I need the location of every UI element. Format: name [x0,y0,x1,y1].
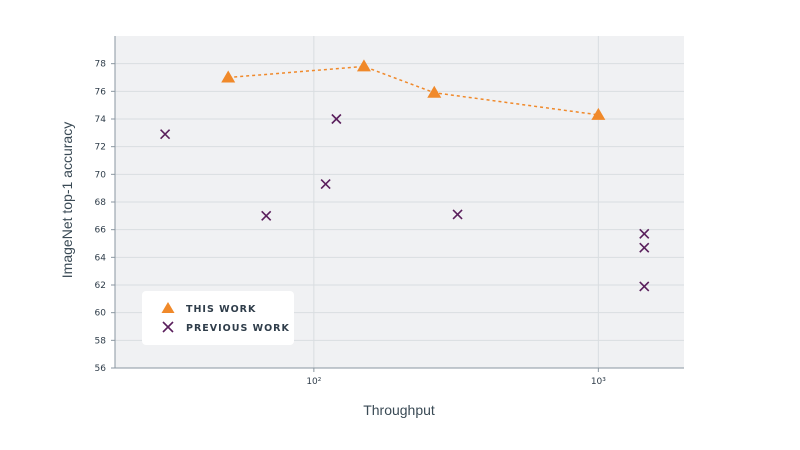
legend-label-previous-work: PREVIOUS WORK [186,323,290,334]
y-tick-label: 66 [95,226,107,236]
series-line [228,65,599,116]
data-point-x [261,210,272,221]
y-tick-label: 70 [95,170,107,180]
data-point-triangle [356,59,371,72]
legend-triangle-icon [161,302,175,313]
x-tick-label: 10² [306,377,321,387]
series-this-work [221,59,606,120]
y-tick-label: 60 [95,309,107,319]
y-tick-labels: 56 58 60 62 64 66 68 70 72 74 76 78 [95,60,115,374]
data-point-triangle [427,85,442,98]
data-point-x [160,129,171,140]
y-tick-label: 76 [95,87,107,97]
data-point-x [331,113,342,125]
y-axis-title: ImageNet top-1 accuracy [59,122,75,278]
x-tick-labels: 10² 10³ [306,368,606,387]
data-point-x [639,242,650,253]
x-axis-title: Throughput [363,402,435,418]
legend-label-this-work: THIS WORK [186,304,256,315]
y-tick-label: 68 [95,198,107,208]
y-tick-label: 62 [95,281,106,291]
series-previous-work [160,113,650,292]
data-point-x [639,281,650,292]
legend-x-icon [162,321,174,333]
data-point-x [639,228,650,239]
data-point-triangle [221,70,236,83]
legend: THIS WORK PREVIOUS WORK [142,291,294,345]
data-point-triangle [591,107,606,120]
x-tick-label: 10³ [591,377,606,387]
data-point-x [320,178,331,190]
y-tick-label: 72 [95,143,106,153]
y-tick-label: 74 [95,115,107,125]
series-layer [160,59,650,292]
y-tick-label: 56 [95,364,107,374]
data-point-x [452,209,463,220]
y-tick-label: 78 [95,60,107,70]
legend-box [142,291,294,345]
y-tick-label: 58 [95,336,107,346]
y-tick-label: 64 [95,253,107,263]
